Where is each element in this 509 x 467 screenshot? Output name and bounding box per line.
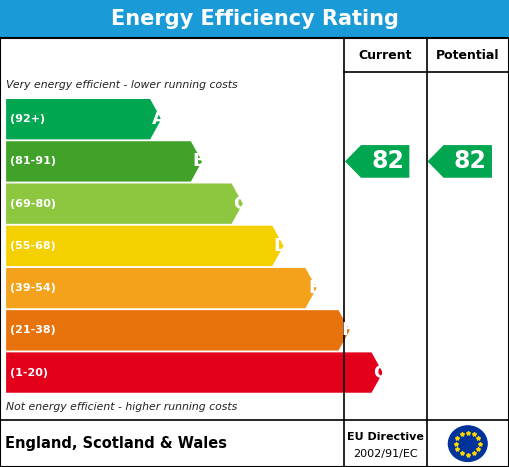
Text: Current: Current xyxy=(358,49,412,62)
Polygon shape xyxy=(6,353,383,393)
Text: England, Scotland & Wales: England, Scotland & Wales xyxy=(5,436,227,451)
Text: (69-80): (69-80) xyxy=(10,198,56,209)
Text: A: A xyxy=(152,110,166,128)
Text: 2002/91/EC: 2002/91/EC xyxy=(353,449,417,459)
Polygon shape xyxy=(428,145,492,178)
Text: (81-91): (81-91) xyxy=(10,156,56,166)
Text: (92+): (92+) xyxy=(10,114,45,124)
Polygon shape xyxy=(6,141,202,182)
Polygon shape xyxy=(6,184,243,224)
Text: (21-38): (21-38) xyxy=(10,325,56,335)
Polygon shape xyxy=(6,99,161,139)
Polygon shape xyxy=(6,310,350,351)
Text: D: D xyxy=(273,237,289,255)
Text: G: G xyxy=(373,364,388,382)
Text: F: F xyxy=(341,321,353,340)
Bar xyxy=(0,0,509,38)
Text: C: C xyxy=(234,195,247,212)
Text: (1-20): (1-20) xyxy=(10,368,48,377)
Polygon shape xyxy=(6,268,317,308)
Text: (55-68): (55-68) xyxy=(10,241,56,251)
Text: 82: 82 xyxy=(454,149,487,173)
Text: 82: 82 xyxy=(371,149,404,173)
Text: Very energy efficient - lower running costs: Very energy efficient - lower running co… xyxy=(6,80,238,91)
Text: Potential: Potential xyxy=(436,49,499,62)
Text: (39-54): (39-54) xyxy=(10,283,56,293)
Text: Not energy efficient - higher running costs: Not energy efficient - higher running co… xyxy=(6,403,237,412)
Text: B: B xyxy=(193,152,206,170)
Text: EU Directive: EU Directive xyxy=(347,432,423,442)
Text: Energy Efficiency Rating: Energy Efficiency Rating xyxy=(110,9,399,29)
Circle shape xyxy=(448,426,487,461)
Text: E: E xyxy=(308,279,320,297)
Polygon shape xyxy=(6,226,284,266)
Polygon shape xyxy=(345,145,409,178)
